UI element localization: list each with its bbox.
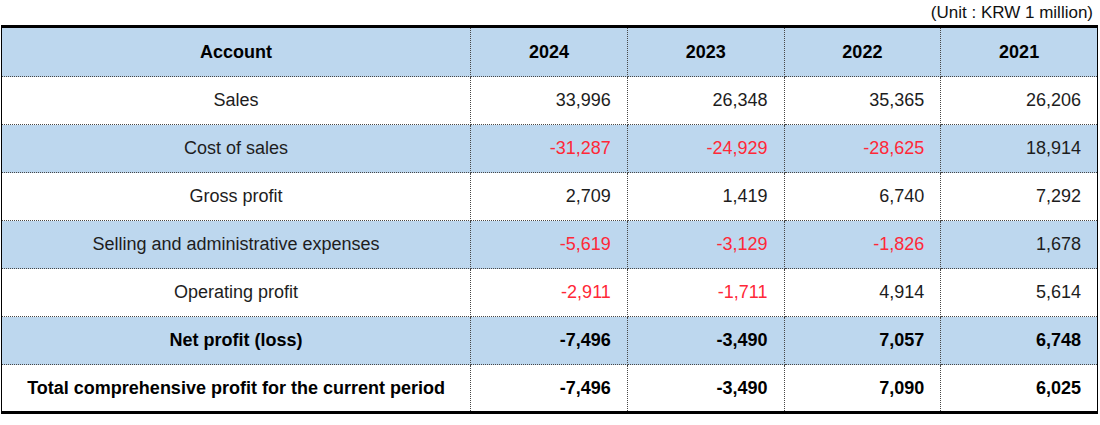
account-cell: Gross profit <box>2 173 471 221</box>
value-cell: 1,678 <box>941 221 1098 269</box>
value-cell: -28,625 <box>784 125 941 173</box>
value-cell: 2,709 <box>471 173 628 221</box>
value-cell: 18,914 <box>941 125 1098 173</box>
column-header-account: Account <box>2 27 471 77</box>
account-cell: Total comprehensive profit for the curre… <box>2 365 471 413</box>
value-cell: -24,929 <box>627 125 784 173</box>
table-row-operating-profit: Operating profit -2,911 -1,711 4,914 5,6… <box>2 269 1098 317</box>
table-row-cost-of-sales: Cost of sales -31,287 -24,929 -28,625 18… <box>2 125 1098 173</box>
value-cell: -1,826 <box>784 221 941 269</box>
value-cell: 6,740 <box>784 173 941 221</box>
column-header-2024: 2024 <box>471 27 628 77</box>
table-row-net-profit: Net profit (loss) -7,496 -3,490 7,057 6,… <box>2 317 1098 365</box>
account-cell: Sales <box>2 77 471 125</box>
value-cell: -7,496 <box>471 317 628 365</box>
account-cell: Net profit (loss) <box>2 317 471 365</box>
value-cell: 6,748 <box>941 317 1098 365</box>
value-cell: 6,025 <box>941 365 1098 413</box>
value-cell: 7,292 <box>941 173 1098 221</box>
value-cell: -3,129 <box>627 221 784 269</box>
header-row: Account 2024 2023 2022 2021 <box>2 27 1098 77</box>
column-header-2022: 2022 <box>784 27 941 77</box>
value-cell: -31,287 <box>471 125 628 173</box>
value-cell: 7,090 <box>784 365 941 413</box>
column-header-2023: 2023 <box>627 27 784 77</box>
value-cell: 26,348 <box>627 77 784 125</box>
value-cell: 35,365 <box>784 77 941 125</box>
value-cell: 5,614 <box>941 269 1098 317</box>
table-row-sales: Sales 33,996 26,348 35,365 26,206 <box>2 77 1098 125</box>
account-cell: Selling and administrative expenses <box>2 221 471 269</box>
value-cell: -1,711 <box>627 269 784 317</box>
account-cell: Cost of sales <box>2 125 471 173</box>
value-cell: -3,490 <box>627 317 784 365</box>
table-row-sga-expenses: Selling and administrative expenses -5,6… <box>2 221 1098 269</box>
value-cell: -7,496 <box>471 365 628 413</box>
value-cell: -2,911 <box>471 269 628 317</box>
value-cell: 33,996 <box>471 77 628 125</box>
financial-table: Account 2024 2023 2022 2021 Sales 33,996… <box>1 25 1098 414</box>
value-cell: 26,206 <box>941 77 1098 125</box>
value-cell: 4,914 <box>784 269 941 317</box>
value-cell: -3,490 <box>627 365 784 413</box>
value-cell: 7,057 <box>784 317 941 365</box>
table-row-gross-profit: Gross profit 2,709 1,419 6,740 7,292 <box>2 173 1098 221</box>
column-header-2021: 2021 <box>941 27 1098 77</box>
table-row-total-comprehensive-profit: Total comprehensive profit for the curre… <box>2 365 1098 413</box>
value-cell: 1,419 <box>627 173 784 221</box>
account-cell: Operating profit <box>2 269 471 317</box>
financial-statement-page: (Unit : KRW 1 million) Account 2024 2023… <box>0 0 1100 425</box>
unit-label: (Unit : KRW 1 million) <box>931 1 1093 24</box>
value-cell: -5,619 <box>471 221 628 269</box>
